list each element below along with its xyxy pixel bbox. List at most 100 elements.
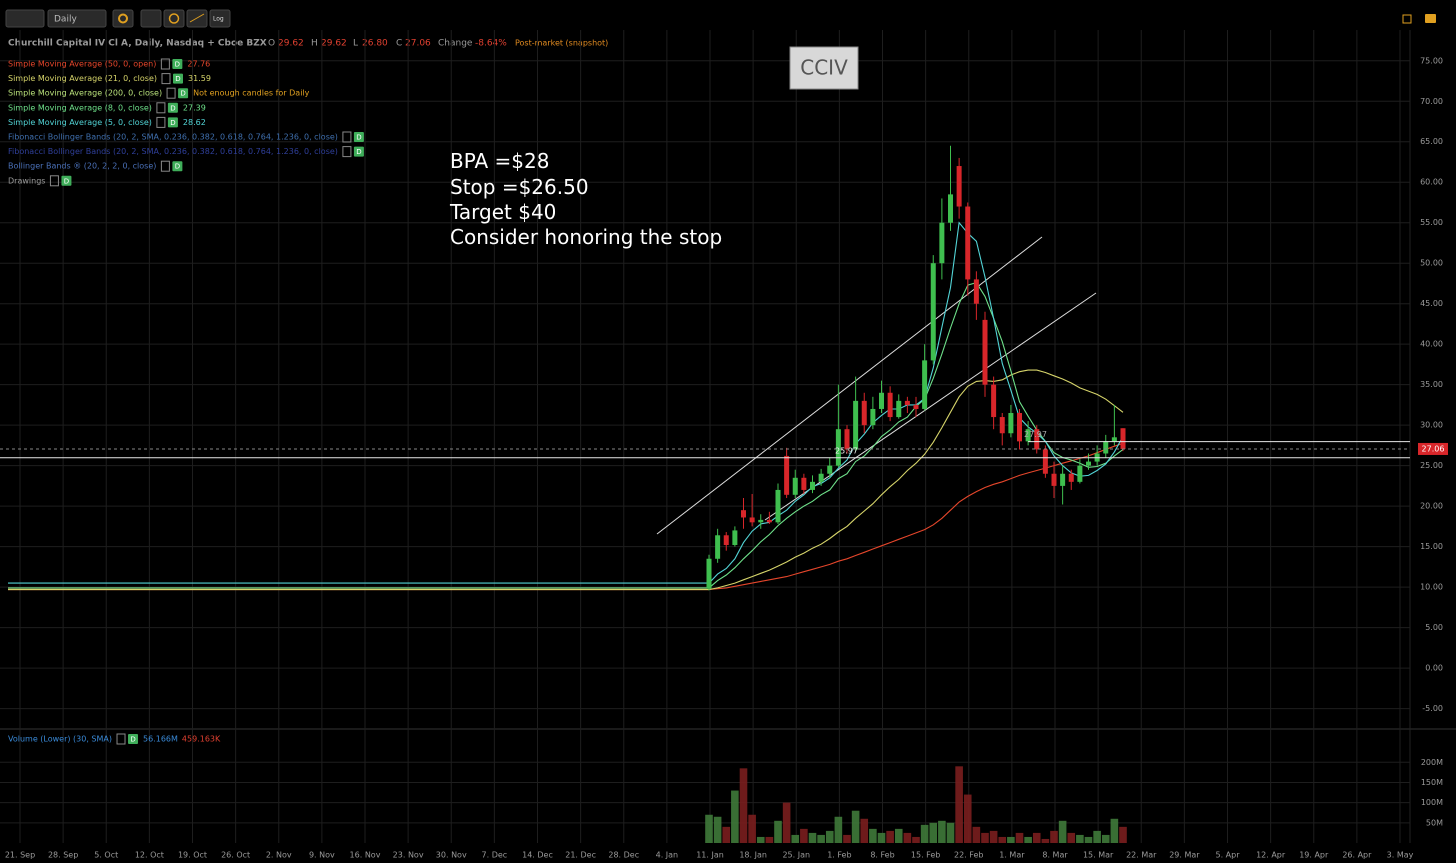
candle-body [1103, 441, 1109, 454]
price-level-label: 27.97 [1024, 430, 1047, 439]
badge: D [180, 90, 185, 98]
x-tick-label: 22. Mar [1126, 851, 1157, 860]
ohlc-label: L [353, 39, 358, 49]
volume-bar [886, 830, 894, 843]
candle-body [956, 166, 962, 207]
grid: 21. Sep 28. Sep 5. Oct 12. Oct 19. Oct 26. Oc… [0, 30, 1456, 860]
badge-box [353, 146, 364, 157]
candle-body [965, 206, 971, 280]
candle-body [723, 535, 729, 545]
volume-bar [825, 830, 834, 843]
settings-button[interactable] [112, 9, 134, 28]
volume-bar [765, 836, 774, 843]
volume-bar [981, 832, 989, 843]
symbol: CCIV [800, 56, 848, 80]
y-tick-label: 10.00 [1420, 583, 1443, 592]
last-price-tag [1418, 442, 1448, 455]
legend-entry: Simple Moving Average (50, 0, open) [8, 60, 156, 69]
x-tick-label: 26. Apr [1342, 851, 1372, 860]
candle-body [741, 510, 746, 518]
candle-body [904, 400, 910, 405]
volume-bar [1110, 818, 1119, 843]
y-tick-label: 100M [1421, 798, 1443, 807]
candle-body [784, 455, 790, 495]
change-label: Change [438, 39, 473, 49]
y-tick-label: 200M [1421, 758, 1443, 767]
legend-entry: Simple Moving Average (200, 0, close) [8, 89, 162, 98]
x-tick-label: 21. Sep [5, 851, 35, 860]
x-tick-label: 16. Nov [350, 851, 381, 860]
volume-bar [946, 822, 955, 843]
volume-bar [912, 836, 920, 843]
plot: 27.97 25.97 27.06 [0, 145, 1448, 843]
candle-body [1008, 413, 1014, 434]
volume-bar [1058, 820, 1067, 843]
badge: D [175, 75, 180, 83]
log-button[interactable] [209, 9, 231, 28]
ohlc-label: H [311, 39, 318, 49]
x-tick-label: 8. Feb [870, 851, 894, 860]
volume-bar [972, 826, 981, 843]
studies-button[interactable] [140, 9, 162, 28]
candle-body [775, 489, 781, 523]
ohlc-value: 27.06 [405, 39, 431, 49]
log-label: Log [213, 16, 224, 23]
candle-body [982, 319, 988, 385]
ohlc-value: 29.62 [278, 39, 304, 49]
candle-body [792, 477, 798, 495]
legend-entry: Fibonacci Bollinger Bands (20, 2, SMA, 0… [8, 133, 338, 142]
chart-style-button[interactable] [5, 9, 45, 28]
x-tick-label: 15. Mar [1083, 851, 1114, 860]
badge: D [64, 177, 69, 185]
volume-bar [1076, 834, 1084, 843]
y-tick-label: 45.00 [1420, 299, 1443, 308]
x-tick-label: 21. Dec [565, 851, 596, 860]
x-tick-label: 30. Nov [436, 851, 467, 860]
candle-body [1120, 428, 1126, 449]
candle-body [861, 400, 867, 426]
volume-bar [1119, 826, 1127, 843]
trend-line[interactable] [764, 292, 1097, 521]
volume-bar [1101, 834, 1110, 843]
time-button[interactable] [163, 9, 185, 28]
symbol-box [789, 46, 859, 90]
annotation-line: BPA =$28 [450, 149, 549, 173]
candle-body [766, 519, 772, 523]
y-tick-label: 150M [1421, 778, 1443, 787]
timeframe-select[interactable] [47, 9, 107, 28]
candle-body [758, 519, 764, 523]
candle-body [896, 400, 902, 418]
candle-body [973, 279, 979, 304]
badge-box [172, 161, 183, 172]
menu-icon [116, 733, 126, 745]
volume-bar [1067, 832, 1076, 843]
x-tick-label: 2. Nov [266, 851, 292, 860]
y-tick-label: 15.00 [1420, 542, 1443, 551]
volume-bar [808, 832, 817, 843]
badge: D [356, 148, 361, 156]
session: Post-market (snapshot) [515, 39, 608, 48]
candle-body [1111, 437, 1117, 442]
candle-body [1051, 473, 1057, 486]
snapshot-icon[interactable] [1425, 14, 1436, 23]
badge: D [175, 61, 180, 69]
y-tick-label: 70.00 [1420, 97, 1443, 106]
candle-body [732, 530, 738, 545]
badge-box [172, 59, 183, 69]
x-tick-label: 19. Oct [178, 851, 207, 860]
menu-icon [161, 73, 171, 85]
volume-bar [1084, 836, 1093, 843]
x-tick-label: 22. Feb [954, 851, 983, 860]
symbol-badge: CCIV [789, 46, 859, 90]
volume-bar [1007, 836, 1015, 843]
x-tick-label: 1. Feb [827, 851, 851, 860]
menu-icon [160, 160, 170, 172]
badge-box [173, 73, 183, 84]
expand-icon[interactable] [1402, 14, 1412, 24]
header: Churchill Capital IV Cl A, Daily, Nasdaq… [8, 39, 608, 49]
badge: D [130, 736, 135, 744]
volume-bar [877, 832, 886, 843]
volume-bar [903, 832, 912, 843]
volume-bar [989, 830, 998, 843]
volume-bar [705, 814, 713, 843]
